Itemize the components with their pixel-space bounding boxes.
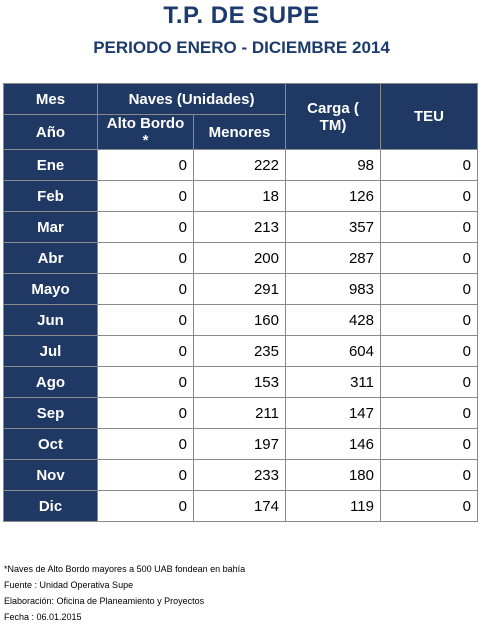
header-mes: Mes <box>3 83 98 115</box>
carga-cell: 126 <box>285 180 381 212</box>
table-row: Abr 0 200 287 0 <box>3 242 478 274</box>
menores-cell: 18 <box>193 180 286 212</box>
source-note: Fuente : Unidad Operativa Supe <box>4 580 134 590</box>
alto-bordo-cell: 0 <box>97 366 194 398</box>
teu-cell: 0 <box>380 366 478 398</box>
statistics-table: Mes Naves (Unidades) Carga ( TM) TEU Año… <box>3 83 478 522</box>
menores-cell: 160 <box>193 304 286 336</box>
carga-cell: 180 <box>285 459 381 491</box>
month-cell: Feb <box>3 180 98 212</box>
teu-cell: 0 <box>380 335 478 367</box>
carga-cell: 287 <box>285 242 381 274</box>
teu-cell: 0 <box>380 304 478 336</box>
carga-cell: 983 <box>285 273 381 305</box>
header-menores: Menores <box>193 114 286 150</box>
month-cell: Jul <box>3 335 98 367</box>
alto-bordo-cell: 0 <box>97 273 194 305</box>
header-alto-bordo: Alto Bordo * <box>97 114 194 150</box>
teu-cell: 0 <box>380 242 478 274</box>
menores-cell: 235 <box>193 335 286 367</box>
month-cell: Mayo <box>3 273 98 305</box>
table-row: Dic 0 174 119 0 <box>3 490 478 522</box>
menores-cell: 233 <box>193 459 286 491</box>
teu-cell: 0 <box>380 428 478 460</box>
alto-bordo-cell: 0 <box>97 428 194 460</box>
carga-cell: 604 <box>285 335 381 367</box>
teu-cell: 0 <box>380 273 478 305</box>
teu-cell: 0 <box>380 397 478 429</box>
table-row: Ene 0 222 98 0 <box>3 149 478 181</box>
header-row-1: Mes Naves (Unidades) Carga ( TM) TEU <box>3 83 478 150</box>
menores-cell: 197 <box>193 428 286 460</box>
table-body: Ene 0 222 98 0 Feb 0 18 126 0 Mar 0 213 357 0 Abr 0 200 28… <box>3 149 478 522</box>
month-cell: Ago <box>3 366 98 398</box>
carga-cell: 311 <box>285 366 381 398</box>
teu-cell: 0 <box>380 180 478 212</box>
footnote: *Naves de Alto Bordo mayores a 500 UAB f… <box>4 564 246 574</box>
carga-cell: 146 <box>285 428 381 460</box>
month-cell: Oct <box>3 428 98 460</box>
table-row: Sep 0 211 147 0 <box>3 397 478 429</box>
table-row: Jul 0 235 604 0 <box>3 335 478 367</box>
elaboration-note: Elaboración: Oficina de Planeamiento y P… <box>4 596 205 606</box>
carga-cell: 98 <box>285 149 381 181</box>
alto-bordo-cell: 0 <box>97 490 194 522</box>
alto-bordo-cell: 0 <box>97 397 194 429</box>
teu-cell: 0 <box>380 149 478 181</box>
menores-cell: 200 <box>193 242 286 274</box>
month-cell: Nov <box>3 459 98 491</box>
header-teu: TEU <box>380 83 478 150</box>
month-cell: Jun <box>3 304 98 336</box>
teu-cell: 0 <box>380 211 478 243</box>
carga-cell: 147 <box>285 397 381 429</box>
teu-cell: 0 <box>380 490 478 522</box>
page-subtitle: PERIODO ENERO - DICIEMBRE 2014 <box>93 38 390 57</box>
alto-bordo-cell: 0 <box>97 459 194 491</box>
alto-bordo-cell: 0 <box>97 180 194 212</box>
month-cell: Abr <box>3 242 98 274</box>
date-note: Fecha : 06.01.2015 <box>4 612 82 622</box>
alto-bordo-cell: 0 <box>97 242 194 274</box>
alto-bordo-cell: 0 <box>97 149 194 181</box>
page-title: T.P. DE SUPE <box>163 2 320 29</box>
menores-cell: 291 <box>193 273 286 305</box>
menores-cell: 153 <box>193 366 286 398</box>
alto-bordo-cell: 0 <box>97 304 194 336</box>
menores-cell: 213 <box>193 211 286 243</box>
header-row-2: Año Alto Bordo * Menores <box>3 114 478 150</box>
teu-cell: 0 <box>380 459 478 491</box>
table-row: Feb 0 18 126 0 <box>3 180 478 212</box>
table-row: Nov 0 233 180 0 <box>3 459 478 491</box>
notes: *Naves de Alto Bordo mayores a 500 UAB f… <box>4 561 245 625</box>
month-cell: Sep <box>3 397 98 429</box>
table-row: Oct 0 197 146 0 <box>3 428 478 460</box>
table-row: Mar 0 213 357 0 <box>3 211 478 243</box>
table-row: Mayo 0 291 983 0 <box>3 273 478 305</box>
alto-bordo-cell: 0 <box>97 335 194 367</box>
month-cell: Dic <box>3 490 98 522</box>
menores-cell: 174 <box>193 490 286 522</box>
carga-cell: 428 <box>285 304 381 336</box>
table-row: Ago 0 153 311 0 <box>3 366 478 398</box>
menores-cell: 211 <box>193 397 286 429</box>
header-anio: Año <box>3 114 98 150</box>
alto-bordo-cell: 0 <box>97 211 194 243</box>
table-row: Jun 0 160 428 0 <box>3 304 478 336</box>
carga-cell: 119 <box>285 490 381 522</box>
month-cell: Mar <box>3 211 98 243</box>
month-cell: Ene <box>3 149 98 181</box>
carga-cell: 357 <box>285 211 381 243</box>
menores-cell: 222 <box>193 149 286 181</box>
header-naves: Naves (Unidades) <box>97 83 286 115</box>
header-carga: Carga ( TM) <box>285 83 381 150</box>
